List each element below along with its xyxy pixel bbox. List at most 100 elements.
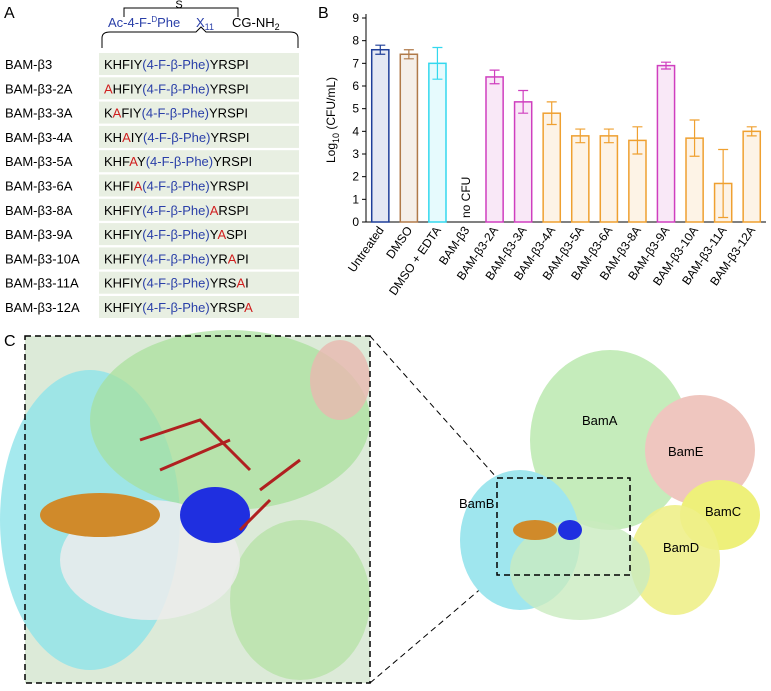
panel-label: C (4, 333, 16, 350)
sequence-cell (99, 150, 299, 173)
error-bar (718, 148, 729, 219)
peptide-name: BAM-β3-3A (5, 106, 73, 121)
surface (90, 330, 370, 510)
peptide-sequence: KHFIA(4-F-β-Phe)YRSPI (104, 179, 249, 194)
sequence-segment: (4-F-β-Phe) (142, 179, 209, 194)
sequence-segment: A (210, 203, 219, 218)
sequence-segment: PI (236, 251, 248, 266)
peptide-sequence: KHFIY(4-F-β-Phe)ARSPI (104, 203, 249, 218)
peptide-sequence: KHFIY(4-F-β-Phe)YASPI (104, 227, 247, 242)
peptide-name: BAM-β3-4A (5, 130, 73, 145)
peptide-name: BAM-β3-2A (5, 81, 73, 96)
surface (630, 505, 720, 615)
sequence-segment: (4-F-β-Phe) (142, 203, 209, 218)
sequence-segment: HFIY (113, 81, 143, 96)
annotation: no CFU (459, 177, 473, 218)
peptide-name: BAM-β3-9A (5, 227, 73, 242)
peptide-sequence: KAFIY(4-F-β-Phe)YRSPI (104, 106, 248, 121)
error-bar (689, 119, 700, 157)
sulfur: S (175, 0, 182, 11)
y-tick-label: 1 (352, 192, 359, 206)
subunit-label: BamA (582, 413, 618, 428)
sequence-segment: A (129, 154, 138, 169)
sequence-cell (99, 174, 299, 197)
sequence-segment: RSPI (218, 203, 248, 218)
t: Ac-4-F- (108, 15, 151, 30)
sequence-segment: Y (210, 227, 219, 242)
ligand (40, 493, 160, 537)
t: CG-NH (232, 15, 275, 30)
peptide-header: S Ac-4-F-DPhe X11 CG-NH2 (101, 0, 299, 48)
bar (399, 53, 419, 223)
subunit-label: BamD (663, 540, 699, 555)
sequence-segment: (4-F-β-Phe) (143, 130, 210, 145)
surface (230, 520, 370, 680)
t: Phe (157, 15, 180, 30)
y-tick-label: 6 (352, 79, 359, 93)
sequence-segment: YRS (210, 276, 237, 291)
disulfide-bracket (123, 7, 239, 17)
peptide-name: BAM-β3-12A (5, 300, 80, 315)
sequence-segment: (4-F-β-Phe) (142, 300, 209, 315)
bar (370, 48, 390, 223)
peptide-name: BAM-β3-6A (5, 179, 73, 194)
surface (645, 395, 755, 505)
sequence-segment: KHFIY (104, 227, 143, 242)
bar (485, 76, 504, 223)
sequence-segment: YRSPI (210, 130, 249, 145)
sequence-segment: KHF (104, 154, 130, 169)
header-x: X11 (196, 15, 214, 32)
sequence-segment: A (113, 106, 122, 121)
y-tick-label: 8 (352, 34, 359, 48)
y-tick-label: 3 (352, 147, 359, 161)
error-bar (403, 49, 414, 60)
x-tick-label: Untreated (345, 224, 387, 275)
error-bar (603, 128, 614, 144)
connector (369, 335, 498, 479)
sequence-segment: A (122, 130, 131, 145)
bar (428, 62, 447, 223)
header-cg: CG-NH2 (232, 15, 280, 32)
y-tick-label: 7 (352, 56, 359, 70)
sequence-segment: KHFIY (104, 203, 143, 218)
sequence-segment: YRSPI (210, 57, 249, 72)
sequence-cell (99, 247, 299, 270)
sequence-segment: (4-F-β-Phe) (142, 227, 209, 242)
peptide-sequence: KHFIY(4-F-β-Phe)YRSPI (104, 57, 249, 72)
sequence-segment: KHFIY (104, 57, 143, 72)
sequence-segment: KHFIY (104, 300, 143, 315)
error-bar (489, 69, 500, 85)
sequence-brace (101, 26, 299, 48)
sequence-segment: A (104, 81, 113, 96)
sequence-segment: (4-F-β-Phe) (142, 251, 209, 266)
side-chains (139, 418, 301, 532)
ligand (180, 487, 250, 543)
error-bar (632, 126, 643, 155)
sequence-segment: Y (137, 154, 146, 169)
t: X (196, 15, 205, 30)
subunit-label: BamB (459, 496, 494, 511)
sequence-segment: YRSPI (213, 154, 252, 169)
sequence-cell (99, 101, 299, 124)
error-bar (575, 128, 586, 144)
peptide-name: BAM-β3-10A (5, 251, 80, 266)
y-tick-label: 2 (352, 170, 359, 184)
sequence-segment: (4-F-β-Phe) (146, 154, 213, 169)
y-tick-label: 4 (352, 124, 359, 138)
sequence-segment: SPI (226, 227, 247, 242)
sequence-cell (99, 223, 299, 246)
peptide-sequence: AHFIY(4-F-β-Phe)YRSPI (104, 81, 249, 96)
sequence-segment: (4-F-β-Phe) (142, 106, 209, 121)
zoom-box (24, 335, 371, 684)
sequence-segment: A (244, 300, 253, 315)
t: D (151, 15, 157, 24)
t: 11 (205, 22, 214, 32)
surface (510, 520, 650, 620)
sequence-segment: FIY (121, 106, 142, 121)
y-tick-label: 0 (352, 215, 359, 229)
surface (530, 350, 690, 530)
sequence-segment: (4-F-β-Phe) (142, 57, 209, 72)
peptide-sequence: KHFIY(4-F-β-Phe)YRAPI (104, 251, 249, 266)
peptide-name: BAM-β3-5A (5, 154, 73, 169)
